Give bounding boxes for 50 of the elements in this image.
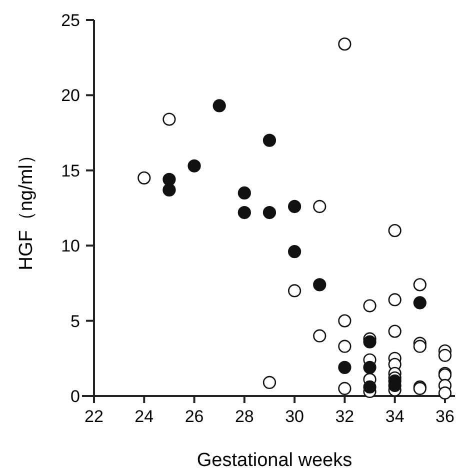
point <box>212 99 226 112</box>
point <box>338 314 352 328</box>
point <box>288 200 302 214</box>
point <box>338 38 352 51</box>
point <box>388 224 402 238</box>
y-tick-label: 5 <box>70 312 80 331</box>
point <box>262 134 276 147</box>
point <box>438 348 452 362</box>
point <box>138 171 151 184</box>
y-tick-label: 25 <box>61 11 80 30</box>
point <box>438 386 452 400</box>
x-tick-label: 30 <box>285 407 304 426</box>
y-tick-label: 20 <box>61 86 80 106</box>
point <box>388 293 402 306</box>
x-axis-title: Gestational weeks <box>196 450 352 471</box>
x-tick-label: 24 <box>134 407 154 426</box>
point <box>413 278 426 292</box>
point <box>262 206 276 220</box>
point <box>338 382 352 396</box>
point <box>288 284 302 298</box>
x-tick-label: 32 <box>335 407 354 426</box>
x-tick-label: 26 <box>184 407 204 426</box>
point <box>338 360 352 374</box>
x-tick-label: 28 <box>234 407 254 426</box>
point <box>413 340 426 353</box>
point <box>388 324 402 338</box>
point <box>363 299 376 312</box>
point <box>363 380 376 394</box>
point <box>238 206 251 220</box>
point <box>162 183 176 197</box>
point <box>313 329 326 342</box>
x-tick-label: 36 <box>436 407 454 426</box>
point <box>188 159 201 172</box>
point <box>262 376 276 390</box>
point <box>162 112 176 126</box>
point <box>288 245 302 258</box>
x-tick-label: 22 <box>84 407 104 426</box>
x-tick-label: 34 <box>385 407 404 426</box>
y-axis-title: HGF（ng/ml） <box>16 146 37 270</box>
y-tick-label: 0 <box>70 387 80 406</box>
point <box>363 360 376 374</box>
point <box>162 172 176 186</box>
point <box>413 296 426 310</box>
y-tick-label: 10 <box>61 236 80 256</box>
point <box>313 278 326 292</box>
y-tick-label: 15 <box>61 161 80 180</box>
point <box>313 200 326 214</box>
point <box>363 335 376 348</box>
point <box>338 340 352 353</box>
point <box>238 186 251 200</box>
